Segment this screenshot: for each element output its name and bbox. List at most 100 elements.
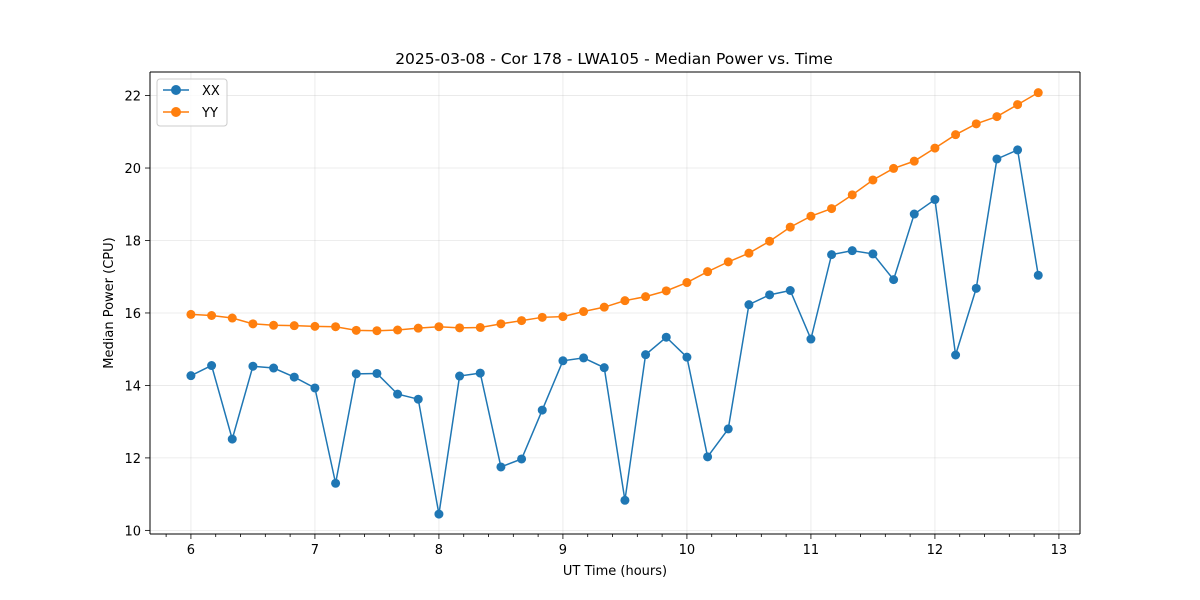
data-point-xx <box>909 209 919 219</box>
data-point-yy <box>1013 100 1023 110</box>
data-point-yy <box>703 267 713 277</box>
data-point-xx <box>703 452 713 462</box>
data-point-xx <box>289 372 299 382</box>
data-point-yy <box>186 309 196 319</box>
x-tick-label: 13 <box>1051 543 1068 558</box>
data-point-xx <box>331 478 341 488</box>
data-point-xx <box>620 495 630 505</box>
data-point-xx <box>393 389 403 399</box>
data-point-xx <box>765 290 775 300</box>
data-point-yy <box>579 307 589 317</box>
data-point-xx <box>227 434 237 444</box>
data-point-yy <box>930 143 940 153</box>
x-tick-label: 12 <box>927 543 944 558</box>
x-tick-label: 11 <box>803 543 820 558</box>
data-point-xx <box>1013 145 1023 155</box>
data-point-xx <box>434 509 444 519</box>
y-axis-label: Median Power (CPU) <box>102 237 117 368</box>
y-tick-label: 22 <box>124 90 141 105</box>
data-point-xx <box>847 246 857 256</box>
data-point-xx <box>537 405 547 415</box>
data-point-xx <box>186 371 196 381</box>
data-point-yy <box>517 316 527 326</box>
data-point-xx <box>951 350 961 360</box>
data-point-yy <box>785 222 795 232</box>
data-point-xx <box>496 462 506 472</box>
series-xx <box>186 145 1043 519</box>
plot-frame <box>149 71 1081 535</box>
data-point-xx <box>744 300 754 310</box>
data-point-xx <box>806 334 816 344</box>
data-point-xx <box>785 285 795 295</box>
y-tick-label: 12 <box>124 452 141 467</box>
data-point-yy <box>971 119 981 129</box>
data-point-xx <box>372 368 382 378</box>
data-point-yy <box>847 190 857 200</box>
data-point-yy <box>455 323 465 333</box>
data-point-yy <box>248 319 258 329</box>
data-point-xx <box>868 249 878 259</box>
y-tick-label: 10 <box>124 524 141 539</box>
data-point-xx <box>579 353 589 363</box>
data-point-xx <box>558 356 568 366</box>
data-point-yy <box>641 292 651 302</box>
legend-label-xx: XX <box>202 84 220 99</box>
axis-ticks: 6 7 8 9 10 11 12 13 10 12 14 16 18 20 22 <box>124 90 1067 558</box>
data-point-yy <box>496 319 506 329</box>
y-tick-label: 16 <box>124 307 141 322</box>
data-point-yy <box>806 211 816 221</box>
data-point-yy <box>372 326 382 336</box>
data-point-yy <box>992 112 1002 122</box>
x-axis-label: UT Time (hours) <box>563 564 667 579</box>
data-point-xx <box>269 363 279 373</box>
grid <box>150 72 1080 534</box>
data-point-yy <box>661 286 671 296</box>
data-point-xx <box>310 383 320 393</box>
data-point-yy <box>331 322 341 332</box>
data-point-xx <box>682 352 692 362</box>
data-point-xx <box>248 361 258 371</box>
x-tick-label: 7 <box>311 543 319 558</box>
chart-title: 2025-03-08 - Cor 178 - LWA105 - Median P… <box>395 50 833 68</box>
data-point-yy <box>393 325 403 335</box>
data-point-yy <box>558 312 568 322</box>
data-point-yy <box>269 320 279 330</box>
data-point-yy <box>620 296 630 306</box>
data-point-yy <box>434 322 444 332</box>
series-yy <box>186 88 1043 336</box>
data-point-yy <box>207 311 217 321</box>
y-tick-label: 18 <box>124 234 141 249</box>
series-line-xx <box>190 148 1039 515</box>
data-point-yy <box>310 321 320 331</box>
data-point-xx <box>455 371 465 381</box>
data-point-yy <box>682 278 692 288</box>
data-point-yy <box>475 322 485 332</box>
data-point-yy <box>599 302 609 312</box>
data-point-xx <box>723 424 733 434</box>
data-point-yy <box>227 313 237 323</box>
data-point-yy <box>289 321 299 331</box>
y-tick-label: 20 <box>124 162 141 177</box>
data-point-yy <box>868 175 878 185</box>
data-point-xx <box>661 332 671 342</box>
legend-marker-xx <box>171 85 181 95</box>
data-point-xx <box>992 154 1002 164</box>
data-point-xx <box>971 283 981 293</box>
x-tick-label: 9 <box>559 543 567 558</box>
data-point-xx <box>827 250 837 260</box>
data-point-yy <box>827 204 837 214</box>
data-point-yy <box>889 163 899 173</box>
series-layer <box>186 88 1043 519</box>
data-point-xx <box>517 454 527 464</box>
x-tick-label: 8 <box>435 543 443 558</box>
data-point-yy <box>1033 88 1043 98</box>
legend: XX YY <box>156 78 228 127</box>
data-point-yy <box>723 257 733 267</box>
legend-label-yy: YY <box>201 106 218 121</box>
x-tick-label: 10 <box>679 543 696 558</box>
data-point-xx <box>930 195 940 205</box>
data-point-yy <box>951 130 961 140</box>
data-point-xx <box>207 361 217 371</box>
data-point-xx <box>889 275 899 285</box>
